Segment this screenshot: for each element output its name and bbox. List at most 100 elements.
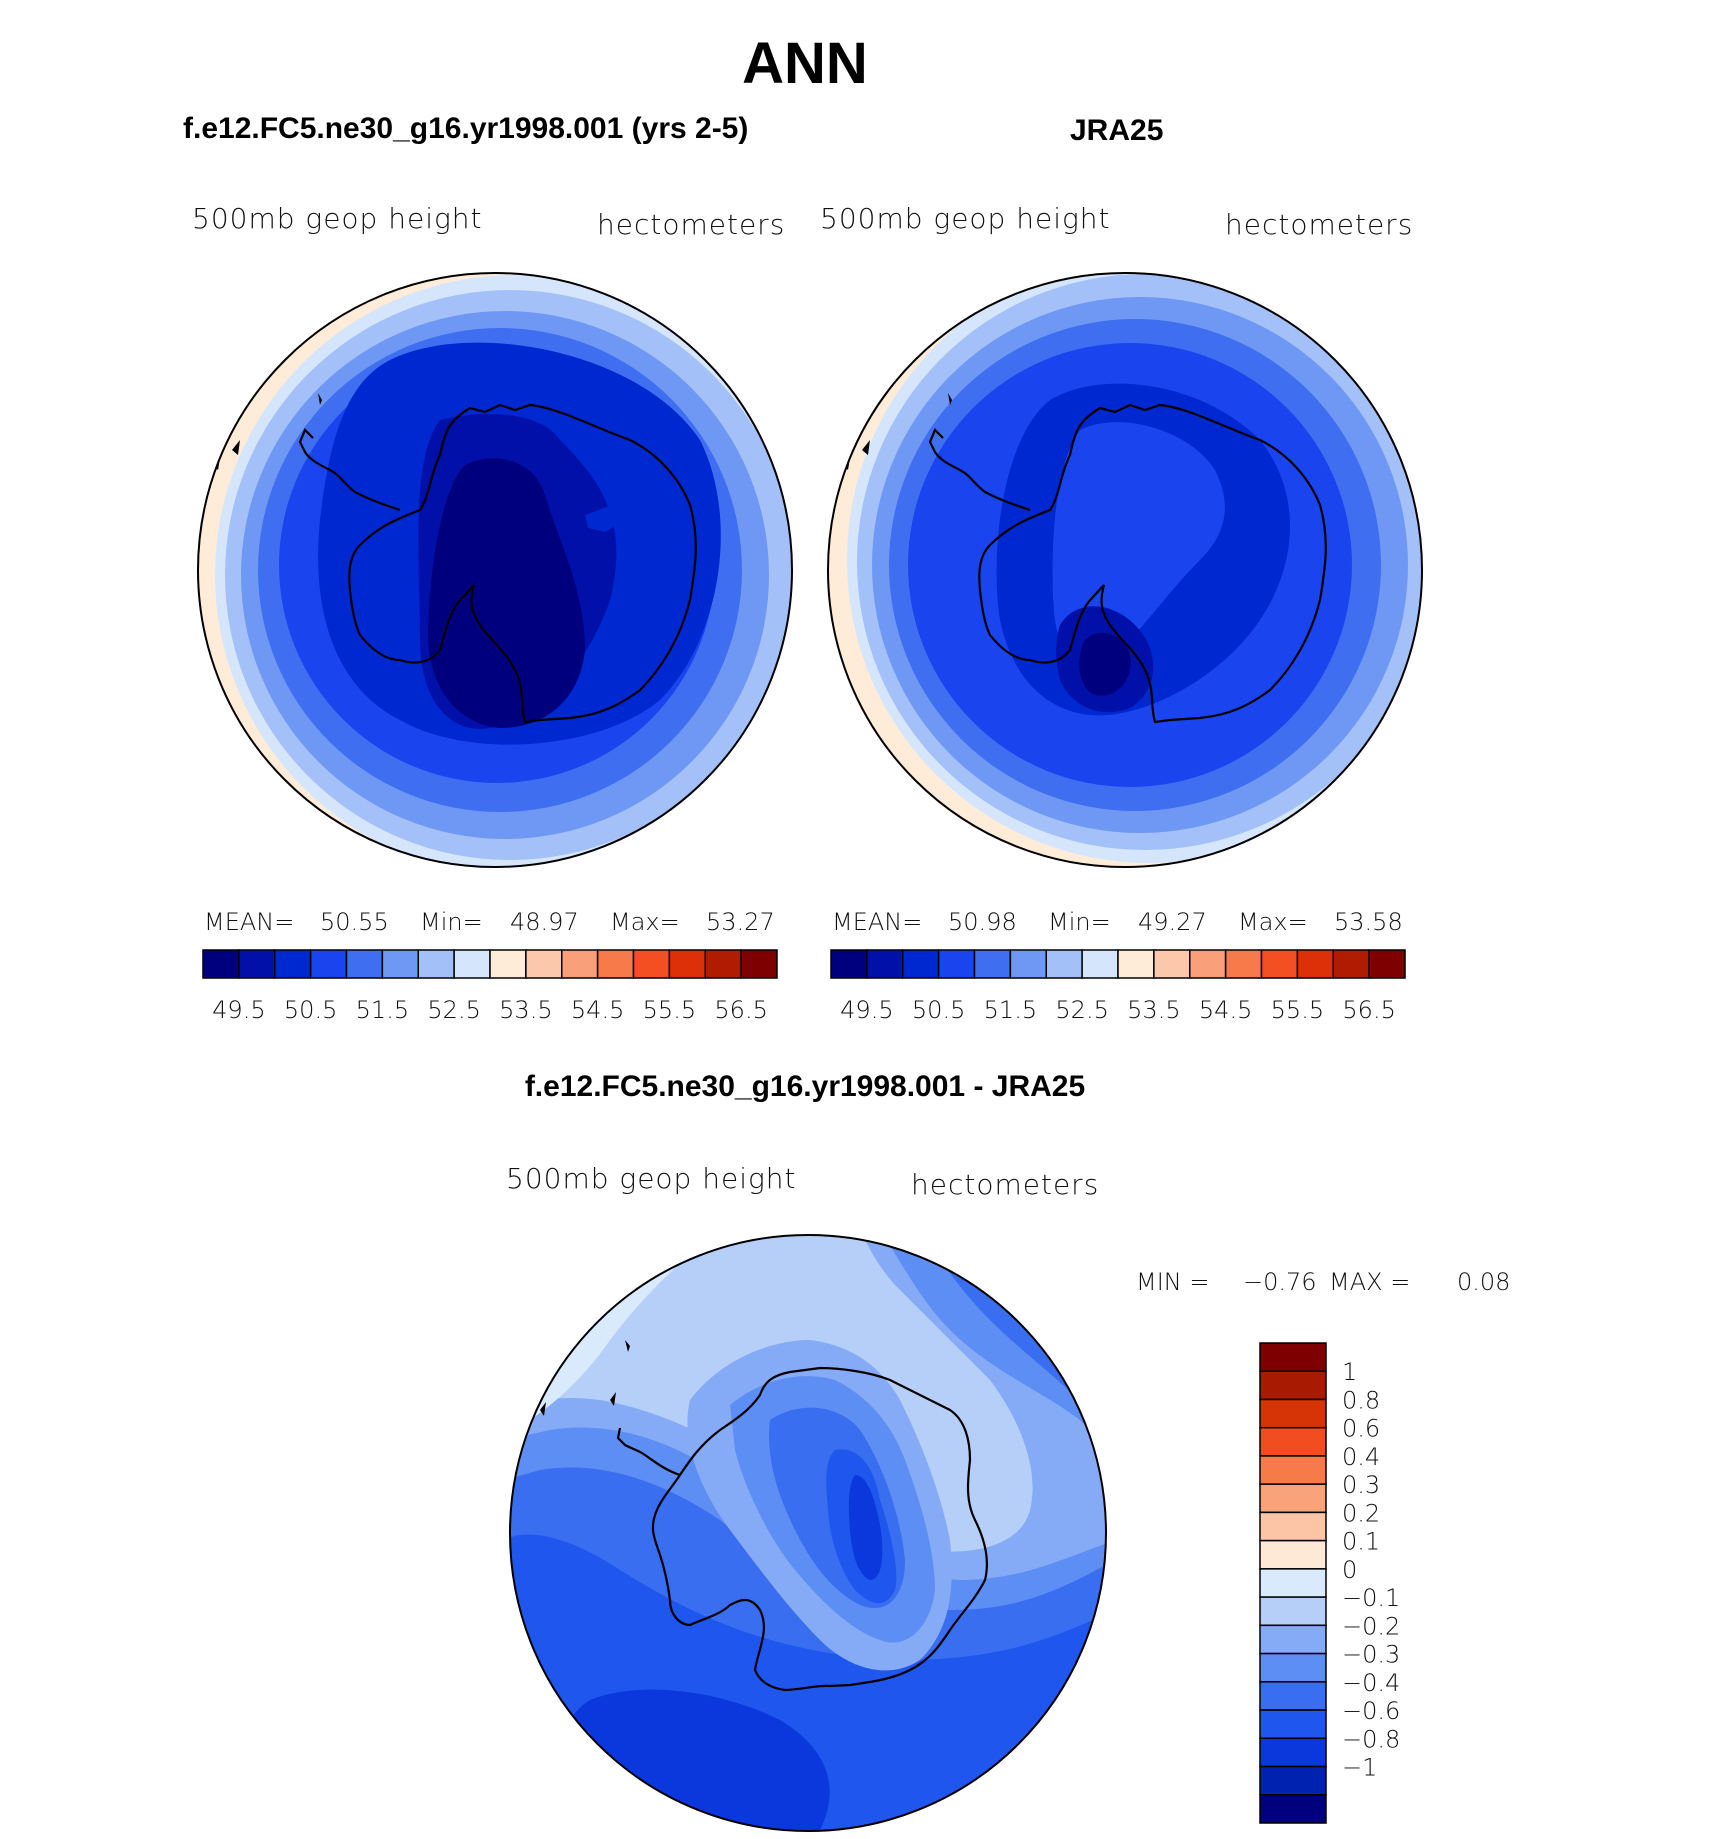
diff-colorbar-tick-label: 0 <box>1342 1556 1357 1584</box>
diff-colorbar-box <box>1259 1483 1327 1514</box>
diff-colorbar-box <box>1259 1765 1327 1796</box>
obs-panel-title: JRA25 <box>1070 114 1164 147</box>
obs-variable-label: 500mb geop height <box>820 202 1111 235</box>
model-colorbar-tick-label: 49.5 <box>212 996 265 1024</box>
model-max-label: Max= <box>610 908 680 936</box>
diff-colorbar-tick-label: 0.4 <box>1342 1443 1380 1471</box>
obs-colorbar-box <box>1296 949 1334 979</box>
diff-colorbar-box <box>1259 1737 1327 1768</box>
obs-colorbar-tick-label: 56.5 <box>1342 996 1395 1024</box>
model-mean-label: MEAN= <box>204 908 295 936</box>
diff-colorbar-tick-label: 1 <box>1342 1358 1357 1386</box>
obs-colorbar-box <box>973 949 1012 979</box>
obs-colorbar-box <box>902 949 940 979</box>
diff-colorbar-tick-label: −0.3 <box>1342 1641 1400 1669</box>
obs-colorbar-box <box>1189 949 1227 979</box>
obs-colorbar-tick-label: 53.5 <box>1127 996 1180 1024</box>
obs-map <box>828 273 1422 867</box>
model-colorbar-tick-label: 52.5 <box>427 996 480 1024</box>
model-colorbar-box <box>632 949 671 979</box>
diff-max-label: MAX = <box>1329 1268 1411 1296</box>
model-max-value: 53.27 <box>706 908 775 936</box>
model-colorbar-box <box>561 949 599 979</box>
diff-map <box>510 1235 1106 1831</box>
diff-colorbar-box <box>1259 1568 1327 1598</box>
diff-panel-title: f.e12.FC5.ne30_g16.yr1998.001 - JRA25 <box>524 1070 1086 1103</box>
diff-colorbar-box <box>1259 1426 1327 1457</box>
obs-colorbar-tick-label: 49.5 <box>840 996 893 1024</box>
model-colorbar-tick-label: 53.5 <box>499 996 552 1024</box>
obs-colorbar: 49.5 50.5 51.5 52.5 53.5 54.5 55.5 56.5 <box>830 949 1406 1024</box>
diff-colorbar: 10.80.60.40.30.20.10−0.1−0.2−0.3−0.4−0.6… <box>1259 1342 1400 1824</box>
model-colorbar-box <box>668 949 706 979</box>
obs-colorbar-tick-label: 50.5 <box>912 996 965 1024</box>
obs-colorbar-box <box>1045 949 1083 979</box>
obs-colorbar-box <box>1332 949 1370 979</box>
model-colorbar-box <box>489 949 527 979</box>
model-colorbar-box <box>596 949 635 979</box>
model-colorbar-box <box>345 949 384 979</box>
model-map <box>198 273 792 867</box>
diff-colorbar-box <box>1259 1342 1327 1372</box>
model-colorbar-tick-label: 51.5 <box>356 996 409 1024</box>
diff-colorbar-tick-label: 0.6 <box>1342 1415 1380 1443</box>
model-antarctica-coastline <box>348 403 697 724</box>
obs-colorbar-tick-label: 52.5 <box>1055 996 1108 1024</box>
diff-variable-label: 500mb geop height <box>506 1162 797 1195</box>
obs-colorbar-box <box>830 949 868 979</box>
diff-colorbar-box <box>1259 1596 1327 1627</box>
obs-colorbar-box <box>1368 949 1406 979</box>
model-units-label: hectometers <box>597 208 786 241</box>
diff-colorbar-tick-label: −0.6 <box>1342 1697 1400 1725</box>
obs-colorbar-box <box>1009 949 1047 979</box>
obs-colorbar-tick-label: 55.5 <box>1271 996 1324 1024</box>
obs-mean-label: MEAN= <box>832 908 923 936</box>
model-colorbar-tick-label: 56.5 <box>714 996 767 1024</box>
model-panel-title: f.e12.FC5.ne30_g16.yr1998.001 (yrs 2-5) <box>183 112 749 145</box>
diff-colorbar-box <box>1259 1539 1327 1570</box>
obs-colorbar-box <box>1081 949 1119 979</box>
obs-units-label: hectometers <box>1225 208 1414 241</box>
model-colorbar-box <box>525 949 563 979</box>
figure-title: ANN <box>742 31 868 96</box>
diff-min-label: MIN = <box>1136 1268 1210 1296</box>
obs-colorbar-box <box>937 949 976 979</box>
diff-colorbar-box <box>1259 1398 1327 1429</box>
diff-colorbar-tick-label: −0.1 <box>1342 1584 1400 1612</box>
model-colorbar-box <box>704 949 742 979</box>
diff-colorbar-tick-label: 0.1 <box>1342 1528 1380 1556</box>
diff-colorbar-tick-label: −0.8 <box>1342 1725 1400 1753</box>
model-map-border <box>197 272 793 868</box>
model-min-value: 48.97 <box>510 908 579 936</box>
obs-max-label: Max= <box>1238 908 1308 936</box>
model-colorbar-box <box>381 949 419 979</box>
model-colorbar-tick-label: 50.5 <box>284 996 337 1024</box>
obs-colorbar-box <box>1260 949 1299 979</box>
obs-antarctic-peninsula <box>928 428 1031 512</box>
obs-colorbar-box <box>1153 949 1191 979</box>
diff-colorbar-tick-label: 0.2 <box>1342 1499 1380 1527</box>
model-antarctic-peninsula <box>298 428 401 512</box>
diff-antarctic-peninsula <box>616 1427 681 1477</box>
diff-colorbar-box <box>1259 1681 1327 1711</box>
model-min-label: Min= <box>420 908 483 936</box>
obs-colorbar-tick-label: 51.5 <box>984 996 1037 1024</box>
obs-colorbar-box <box>1117 949 1155 979</box>
model-colorbar-box <box>417 949 455 979</box>
diff-colorbar-box <box>1259 1370 1327 1401</box>
obs-antarctica-coastline <box>978 403 1327 724</box>
obs-colorbar-tick-label: 54.5 <box>1199 996 1252 1024</box>
diff-colorbar-box <box>1259 1794 1327 1824</box>
model-colorbar-tick-label: 54.5 <box>571 996 624 1024</box>
diff-units-label: hectometers <box>911 1168 1100 1201</box>
diff-antarctica-coastline <box>651 1366 989 1692</box>
diff-colorbar-tick-label: 0.8 <box>1342 1386 1380 1414</box>
diff-colorbar-tick-label: −0.2 <box>1342 1612 1400 1640</box>
model-colorbar-box <box>740 949 778 979</box>
model-colorbar-box <box>202 949 240 979</box>
obs-min-value: 49.27 <box>1138 908 1207 936</box>
model-colorbar-box <box>274 949 312 979</box>
obs-map-border <box>827 272 1423 868</box>
diff-colorbar-tick-label: −0.4 <box>1342 1669 1400 1697</box>
